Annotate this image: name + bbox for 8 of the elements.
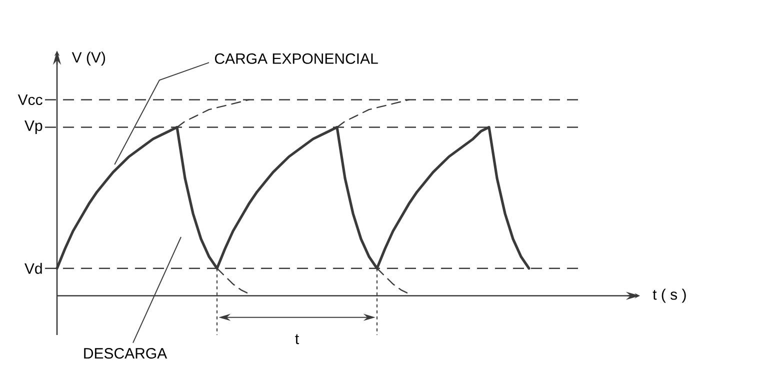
ref-line-label: Vd [24, 262, 42, 274]
ref-line-label: Vp [24, 120, 42, 134]
text: t [295, 334, 299, 344]
y-axis-title: V (V) [72, 52, 106, 66]
ref-line-label: Vcc [18, 94, 42, 106]
text: CARGA EXPONENCIAL [214, 53, 378, 64]
text: t ( s ) [652, 288, 686, 303]
text: DESCARGA [84, 348, 168, 359]
